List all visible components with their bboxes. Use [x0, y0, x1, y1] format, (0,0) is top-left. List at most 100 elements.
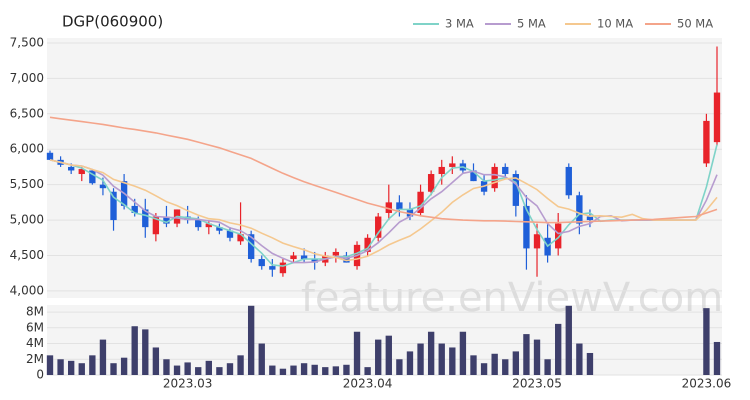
candle-body [713, 92, 721, 143]
volume-bar [78, 363, 85, 375]
candle-body [385, 202, 392, 213]
volume-bar [343, 364, 350, 375]
watermark: feature.enViewV.com [301, 275, 723, 321]
candle-body [438, 166, 445, 175]
volume-bar [152, 347, 160, 375]
volume-bar [184, 362, 191, 375]
volume-bar [163, 359, 170, 375]
y-tick-label: 2M [26, 352, 44, 366]
volume-bar [470, 355, 477, 375]
x-tick-label: 2023.04 [343, 377, 393, 391]
volume-bar [438, 343, 445, 375]
volume-bar [46, 355, 54, 375]
volume-bar [565, 305, 572, 375]
volume-bar [247, 305, 255, 375]
volume-bar [99, 339, 107, 375]
volume-bar [375, 339, 382, 375]
candle-body [576, 195, 583, 224]
candle-body [99, 184, 107, 189]
volume-bar [173, 365, 181, 375]
volume-bar [427, 331, 435, 375]
volume-bar [417, 343, 424, 375]
y-tick-label: 6,500 [10, 106, 44, 120]
volume-bar [449, 347, 456, 375]
candle-body [555, 223, 562, 249]
volume-bar [364, 367, 371, 375]
candle-body [216, 227, 223, 231]
candle-body [258, 259, 265, 267]
candle-body [279, 262, 287, 274]
y-tick-label: 4,000 [10, 283, 44, 297]
volume-bar [89, 355, 96, 375]
volume-bar [110, 363, 117, 375]
candle-body [226, 230, 234, 238]
volume-bar [459, 331, 467, 375]
volume-bar [544, 359, 551, 375]
ma-line [49, 116, 718, 224]
candle-body [332, 251, 340, 256]
volume-bar [269, 365, 276, 375]
candle-body [417, 191, 424, 213]
candle-body [247, 234, 255, 260]
price-panel [47, 38, 722, 298]
candle-body [89, 170, 96, 184]
candle-body [703, 120, 710, 164]
volume-bar [353, 331, 361, 375]
candle-body [586, 216, 594, 221]
candle-body [152, 216, 160, 235]
candle-body [67, 166, 75, 171]
x-tick-label: 2023.06 [682, 377, 732, 391]
volume-bar [57, 359, 64, 375]
candle-body [523, 205, 530, 249]
volume-bar [216, 367, 223, 375]
volume-bar [131, 326, 138, 375]
volume-bar [300, 363, 308, 375]
volume-bar [120, 357, 128, 375]
candle-body [565, 166, 572, 196]
candle-body [269, 266, 276, 270]
volume-bar [237, 355, 244, 375]
y-tick-label: 7,500 [10, 35, 44, 49]
volume-bar [290, 365, 297, 375]
volume-bar [533, 339, 541, 375]
candle-body [290, 255, 297, 260]
volume-bar [258, 343, 265, 375]
candle-body [364, 237, 371, 252]
volume-bar [311, 364, 318, 375]
volume-bar [279, 368, 287, 375]
y-tick-label: 5,500 [10, 177, 44, 191]
volume-bar [385, 335, 392, 375]
volume-bar [502, 359, 509, 375]
candle-body [195, 220, 202, 228]
legend-label: 10 MA [597, 17, 633, 31]
candle-body [131, 205, 138, 213]
y-tick-label: 6M [26, 320, 44, 334]
volume-bar [491, 353, 498, 375]
candle-body [110, 191, 117, 221]
candle-body [533, 234, 541, 249]
volume-bar [576, 343, 583, 375]
ma-line [49, 159, 718, 262]
volume-bar [512, 351, 520, 375]
legend-label: 5 MA [517, 17, 546, 31]
volume-bar [332, 366, 340, 375]
candle-body [470, 170, 477, 182]
volume-bar [195, 367, 202, 375]
y-tick-label: 4M [26, 336, 44, 350]
candle-body [311, 259, 318, 263]
candle-body [449, 163, 456, 167]
candle-body [205, 223, 212, 228]
y-tick-label: 4,500 [10, 248, 44, 262]
legend-label: 3 MA [445, 17, 474, 31]
y-tick-label: 6,000 [10, 142, 44, 156]
volume-bar [67, 360, 75, 375]
y-tick-label: 7,000 [10, 71, 44, 85]
y-tick-label: 5,000 [10, 213, 44, 227]
x-tick-label: 2023.03 [163, 377, 213, 391]
volume-panel [47, 305, 722, 375]
volume-bar [205, 360, 212, 375]
candle-body [512, 174, 520, 206]
candle-body [237, 234, 244, 242]
candle-body [142, 209, 149, 228]
